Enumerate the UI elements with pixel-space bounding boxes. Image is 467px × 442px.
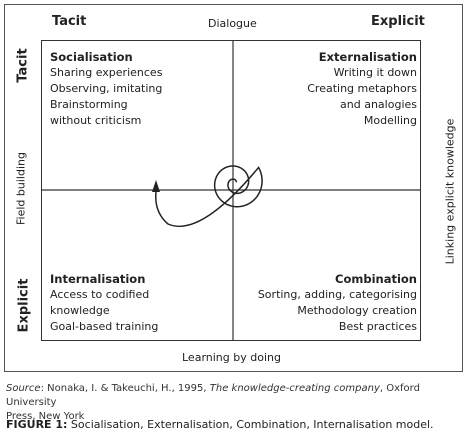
socialisation-item: without criticism	[50, 114, 142, 127]
source-rest: , Oxford University	[6, 383, 420, 408]
source-line-2: Press, New York	[6, 411, 85, 422]
combination-title: Combination	[335, 272, 417, 286]
internalisation-title: Internalisation	[50, 272, 146, 286]
socialisation-title: Socialisation	[50, 50, 133, 64]
internalisation-quadrant: Internalisation Access to codified knowl…	[50, 271, 158, 335]
top-left-header: Tacit	[52, 14, 87, 29]
socialisation-item: Sharing experiences	[50, 66, 163, 79]
knowledge-spiral	[155, 165, 263, 228]
socialisation-item: Brainstorming	[50, 98, 128, 111]
figure-caption: FIGURE 1: Socialisation, Externalisation…	[6, 418, 464, 432]
externalisation-item: and analogies	[340, 98, 417, 111]
internalisation-item: Access to codified	[50, 288, 150, 301]
externalisation-quadrant: Externalisation Writing it down Creating…	[307, 49, 417, 129]
diagram-frame	[4, 4, 463, 372]
socialisation-item: Observing, imitating	[50, 82, 163, 95]
spiral-arrowhead	[152, 180, 160, 192]
source-line-1: Source: Nonaka, I. & Takeuchi, H., 1995,…	[6, 382, 464, 410]
combination-item: Best practices	[338, 320, 417, 333]
top-right-header: Explicit	[371, 14, 425, 29]
source-authors: : Nonaka, I. & Takeuchi, H., 1995,	[40, 383, 210, 394]
externalisation-title: Externalisation	[318, 50, 417, 64]
bottom-center-label: Learning by doing	[182, 351, 281, 364]
source-title: The knowledge-creating company	[209, 383, 380, 394]
externalisation-item: Writing it down	[333, 66, 417, 79]
figure-text: Socialisation, Externalisation, Combinat…	[67, 418, 434, 431]
externalisation-item: Modelling	[363, 114, 417, 127]
externalisation-item: Creating metaphors	[307, 82, 417, 95]
combination-quadrant: Combination Sorting, adding, categorisin…	[258, 271, 417, 335]
combination-item: Methodology creation	[297, 304, 417, 317]
internalisation-item: knowledge	[50, 304, 110, 317]
source-caption: Source: Nonaka, I. & Takeuchi, H., 1995,…	[6, 382, 464, 424]
socialisation-quadrant: Socialisation Sharing experiences Observ…	[50, 49, 162, 129]
source-prefix: Source	[6, 383, 41, 394]
internalisation-item: Goal-based training	[50, 320, 159, 333]
combination-item: Sorting, adding, categorising	[257, 288, 417, 301]
top-center-label: Dialogue	[208, 17, 257, 30]
figure-label: FIGURE 1:	[6, 418, 68, 431]
